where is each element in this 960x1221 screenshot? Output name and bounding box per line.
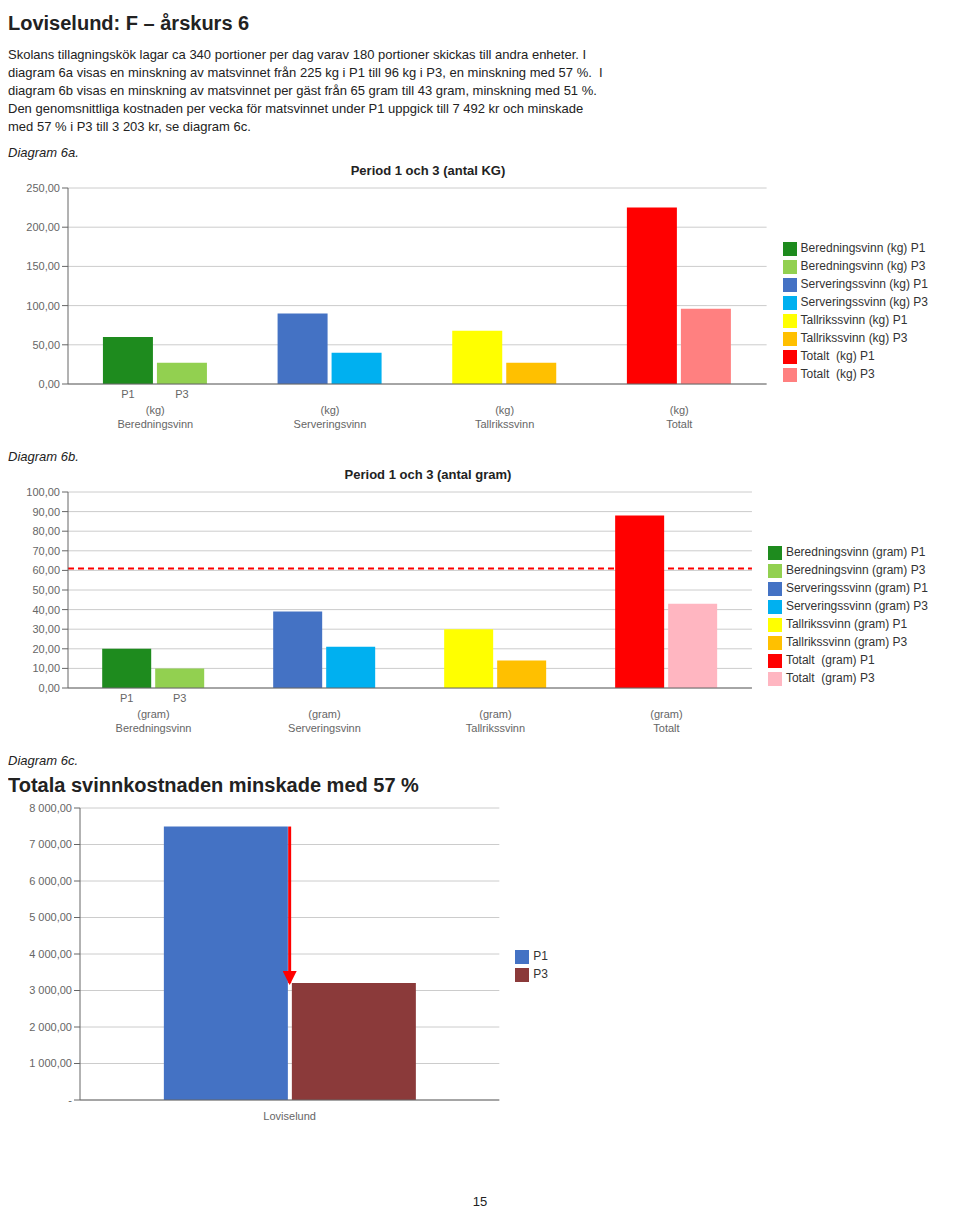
svg-text:P3: P3 [173, 692, 186, 704]
html-text:Tallrikssvinn (gram) P3: Tallrikssvinn (gram) P3 [785, 635, 908, 649]
html-text:Period 1 och 3 (antal gram): Period 1 och 3 (antal gram) [344, 467, 512, 482]
html-text:Totalt (kg) P1: Totalt (kg) P1 [800, 349, 875, 363]
svg-text:Serveringsvinn: Serveringsvinn [288, 722, 361, 734]
html-text:Serveringssvinn (kg) P1: Serveringssvinn (kg) P1 [800, 277, 928, 291]
svg-text:(kg): (kg) [321, 404, 340, 416]
html-text:15: 15 [472, 1194, 488, 1209]
svg-text:P1: P1 [121, 388, 134, 400]
svg-text:0,00: 0,00 [39, 378, 60, 390]
html-text:Tallrikssvinn (gram) P1: Tallrikssvinn (gram) P1 [785, 617, 908, 631]
html-text:Diagram 6c.: Diagram 6c. [8, 753, 79, 768]
html-text:Beredningsvinn (kg) P1: Beredningsvinn (kg) P1 [800, 241, 926, 255]
svg-text:Totalt: Totalt [653, 722, 679, 734]
svg-text:Beredningsvinn: Beredningsvinn [116, 722, 192, 734]
svg-text:Tallrikssvinn: Tallrikssvinn [475, 418, 534, 430]
html-text:Diagram 6b.: Diagram 6b. [8, 449, 79, 464]
html-text:Beredningsvinn (kg) P3: Beredningsvinn (kg) P3 [800, 259, 926, 273]
html-text:P3: P3 [533, 967, 548, 981]
html-text:Serveringssvinn (gram) P3: Serveringssvinn (gram) P3 [785, 599, 928, 613]
svg-text:8 000,00: 8 000,00 [29, 802, 72, 814]
svg-text:Loviselund: Loviselund [263, 1110, 316, 1122]
svg-text:20,00: 20,00 [32, 643, 60, 655]
html-text:Totalt (gram) P3: Totalt (gram) P3 [785, 671, 875, 685]
html-text:Serveringssvinn (kg) P3: Serveringssvinn (kg) P3 [800, 295, 928, 309]
html-text:diagram 6b visas en minskning: diagram 6b visas en minskning av matsvin… [8, 83, 597, 98]
svg-text:(kg): (kg) [495, 404, 514, 416]
svg-text:70,00: 70,00 [32, 545, 60, 557]
svg-text:30,00: 30,00 [32, 623, 60, 635]
html-text:Tallrikssvinn (kg) P1: Tallrikssvinn (kg) P1 [800, 313, 908, 327]
svg-text:(kg): (kg) [670, 404, 689, 416]
svg-text:50,00: 50,00 [32, 339, 60, 351]
html-text:Beredningsvinn (gram) P3: Beredningsvinn (gram) P3 [785, 563, 926, 577]
svg-text:6 000,00: 6 000,00 [29, 875, 72, 887]
html-text:Period 1 och 3 (antal KG): Period 1 och 3 (antal KG) [350, 163, 506, 178]
html-text:Totalt (kg) P3: Totalt (kg) P3 [800, 367, 875, 381]
svg-text:150,00: 150,00 [26, 260, 60, 272]
svg-text:P1: P1 [120, 692, 133, 704]
svg-text:Beredningsvinn: Beredningsvinn [117, 418, 193, 430]
html-text:Loviselund: F – årskurs 6: Loviselund: F – årskurs 6 [8, 12, 250, 34]
svg-text:(gram): (gram) [479, 708, 511, 720]
svg-text:(gram): (gram) [137, 708, 169, 720]
svg-text:-: - [68, 1094, 72, 1106]
html-text:Skolans tillagningskök lagar c: Skolans tillagningskök lagar ca 340 port… [8, 47, 587, 62]
html-text:med 57 % i P3 till 3 203 kr, s: med 57 % i P3 till 3 203 kr, se diagram … [8, 119, 251, 134]
html-text:diagram 6a visas en minskning: diagram 6a visas en minskning av matsvin… [8, 65, 603, 80]
svg-text:7 000,00: 7 000,00 [29, 838, 72, 850]
svg-text:Tallrikssvinn: Tallrikssvinn [466, 722, 525, 734]
svg-text:Serveringsvinn: Serveringsvinn [294, 418, 367, 430]
html-text:Beredningsvinn (gram) P1: Beredningsvinn (gram) P1 [785, 545, 926, 559]
svg-text:60,00: 60,00 [32, 564, 60, 576]
svg-text:0,00: 0,00 [39, 682, 60, 694]
svg-text:(kg): (kg) [146, 404, 165, 416]
html-text:Den genomsnittliga kostnaden p: Den genomsnittliga kostnaden per vecka f… [8, 101, 584, 116]
html-text:Diagram 6a.: Diagram 6a. [8, 145, 79, 160]
html-text:Totala svinnkostnaden minskade: Totala svinnkostnaden minskade med 57 % [8, 774, 419, 796]
svg-text:100,00: 100,00 [26, 486, 60, 498]
html-text:Tallrikssvinn (kg) P3: Tallrikssvinn (kg) P3 [800, 331, 908, 345]
svg-text:Totalt: Totalt [666, 418, 692, 430]
svg-text:100,00: 100,00 [26, 300, 60, 312]
svg-text:1 000,00: 1 000,00 [29, 1057, 72, 1069]
svg-text:5 000,00: 5 000,00 [29, 911, 72, 923]
html-text:P1: P1 [533, 949, 548, 963]
svg-text:40,00: 40,00 [32, 604, 60, 616]
svg-text:200,00: 200,00 [26, 221, 60, 233]
svg-text:(gram): (gram) [308, 708, 340, 720]
html-text:Serveringssvinn (gram) P1: Serveringssvinn (gram) P1 [785, 581, 928, 595]
svg-text:3 000,00: 3 000,00 [29, 984, 72, 996]
svg-text:50,00: 50,00 [32, 584, 60, 596]
svg-text:4 000,00: 4 000,00 [29, 948, 72, 960]
svg-text:P3: P3 [175, 388, 188, 400]
svg-text:2 000,00: 2 000,00 [29, 1021, 72, 1033]
svg-text:90,00: 90,00 [32, 506, 60, 518]
html-text:Totalt (gram) P1: Totalt (gram) P1 [785, 653, 875, 667]
svg-text:10,00: 10,00 [32, 662, 60, 674]
svg-text:(gram): (gram) [650, 708, 682, 720]
svg-text:250,00: 250,00 [26, 182, 60, 194]
svg-text:80,00: 80,00 [32, 525, 60, 537]
